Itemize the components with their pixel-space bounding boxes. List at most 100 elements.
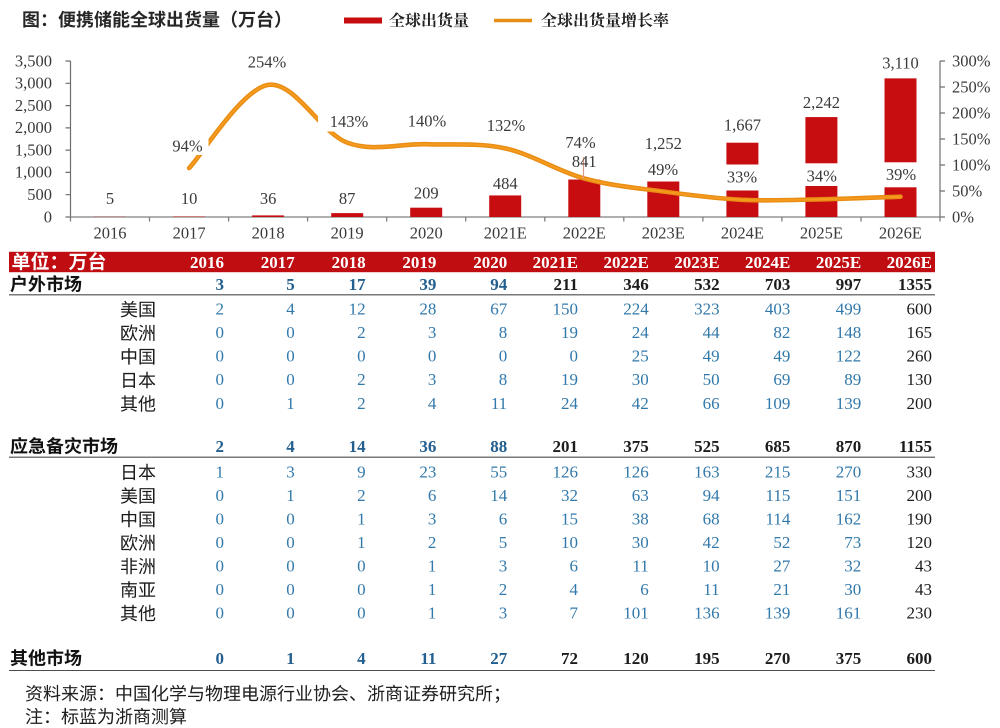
- svg-text:9: 9: [357, 462, 366, 481]
- svg-text:94: 94: [490, 275, 508, 294]
- svg-text:0%: 0%: [952, 207, 974, 226]
- svg-text:0: 0: [216, 533, 225, 552]
- svg-text:3: 3: [428, 370, 437, 389]
- svg-text:130: 130: [907, 370, 933, 389]
- svg-text:254%: 254%: [248, 53, 287, 72]
- svg-text:94: 94: [703, 486, 721, 505]
- svg-text:89: 89: [844, 370, 861, 389]
- svg-text:997: 997: [836, 275, 862, 294]
- svg-text:0: 0: [286, 533, 295, 552]
- svg-text:162: 162: [836, 509, 862, 528]
- svg-text:11: 11: [491, 394, 507, 413]
- svg-text:0: 0: [286, 370, 295, 389]
- svg-text:87: 87: [339, 189, 356, 208]
- svg-text:484: 484: [493, 174, 518, 193]
- svg-text:375: 375: [836, 649, 862, 668]
- svg-text:0: 0: [216, 580, 225, 599]
- svg-text:1: 1: [428, 603, 437, 622]
- svg-text:66: 66: [703, 394, 720, 413]
- svg-text:260: 260: [907, 347, 933, 366]
- svg-text:36: 36: [419, 437, 436, 456]
- svg-text:4: 4: [428, 394, 437, 413]
- svg-text:3,500: 3,500: [15, 51, 52, 70]
- svg-text:69: 69: [773, 370, 790, 389]
- svg-text:2021E: 2021E: [484, 223, 527, 242]
- svg-text:68: 68: [703, 509, 720, 528]
- svg-text:6: 6: [640, 580, 649, 599]
- svg-text:32: 32: [844, 556, 861, 575]
- svg-text:870: 870: [836, 437, 862, 456]
- svg-text:2: 2: [216, 437, 225, 456]
- svg-text:2: 2: [357, 370, 366, 389]
- svg-text:115: 115: [766, 486, 791, 505]
- svg-text:195: 195: [694, 649, 720, 668]
- svg-text:140%: 140%: [408, 112, 447, 131]
- svg-text:126: 126: [623, 462, 649, 481]
- svg-text:10: 10: [181, 189, 198, 208]
- svg-text:0: 0: [44, 207, 52, 226]
- svg-text:2022E: 2022E: [603, 253, 648, 272]
- svg-text:2020: 2020: [473, 253, 507, 272]
- svg-text:42: 42: [703, 533, 720, 552]
- svg-text:63: 63: [632, 486, 649, 505]
- svg-text:2020: 2020: [410, 223, 443, 242]
- svg-text:17: 17: [349, 275, 367, 294]
- svg-text:200: 200: [907, 394, 933, 413]
- svg-text:39%: 39%: [886, 165, 917, 184]
- svg-text:600: 600: [907, 299, 933, 318]
- svg-text:67: 67: [490, 299, 508, 318]
- svg-text:2016: 2016: [190, 253, 224, 272]
- svg-text:15: 15: [561, 509, 578, 528]
- svg-text:49%: 49%: [648, 160, 679, 179]
- svg-text:1,000: 1,000: [15, 163, 52, 182]
- svg-text:50%: 50%: [952, 181, 983, 200]
- svg-text:600: 600: [907, 649, 933, 668]
- svg-text:0: 0: [357, 603, 366, 622]
- svg-text:5: 5: [106, 189, 114, 208]
- svg-text:0: 0: [216, 509, 225, 528]
- svg-text:6: 6: [499, 509, 508, 528]
- svg-text:30: 30: [632, 533, 649, 552]
- svg-text:100%: 100%: [952, 155, 991, 174]
- svg-text:703: 703: [765, 275, 791, 294]
- svg-text:148: 148: [836, 323, 862, 342]
- svg-text:109: 109: [765, 394, 791, 413]
- svg-text:4: 4: [357, 649, 366, 668]
- svg-text:323: 323: [694, 299, 720, 318]
- svg-text:6: 6: [570, 556, 579, 575]
- svg-text:499: 499: [836, 299, 862, 318]
- svg-text:120: 120: [623, 649, 649, 668]
- svg-text:2: 2: [357, 486, 366, 505]
- svg-text:2,500: 2,500: [15, 96, 52, 115]
- svg-text:14: 14: [490, 486, 508, 505]
- svg-text:0: 0: [286, 347, 295, 366]
- svg-text:30: 30: [844, 580, 861, 599]
- svg-text:8: 8: [499, 370, 508, 389]
- svg-text:12: 12: [349, 299, 366, 318]
- svg-text:0: 0: [499, 347, 508, 366]
- svg-text:1: 1: [216, 462, 225, 481]
- svg-text:200: 200: [907, 486, 933, 505]
- svg-text:6: 6: [428, 486, 437, 505]
- svg-text:0: 0: [216, 649, 225, 668]
- svg-text:49: 49: [703, 347, 720, 366]
- svg-text:1355: 1355: [898, 275, 932, 294]
- svg-text:211: 211: [553, 275, 578, 294]
- svg-text:139: 139: [765, 603, 791, 622]
- svg-text:201: 201: [553, 437, 579, 456]
- svg-text:1,667: 1,667: [724, 116, 761, 135]
- svg-text:2,242: 2,242: [803, 93, 840, 112]
- svg-text:0: 0: [216, 556, 225, 575]
- svg-text:2021E: 2021E: [533, 253, 578, 272]
- svg-text:7: 7: [570, 603, 579, 622]
- svg-text:2: 2: [357, 323, 366, 342]
- svg-text:1,500: 1,500: [15, 140, 52, 159]
- svg-text:50: 50: [703, 370, 720, 389]
- svg-text:525: 525: [694, 437, 720, 456]
- svg-text:10: 10: [561, 533, 578, 552]
- svg-text:23: 23: [419, 462, 436, 481]
- svg-text:3: 3: [499, 603, 508, 622]
- svg-text:82: 82: [773, 323, 790, 342]
- svg-text:0: 0: [216, 486, 225, 505]
- svg-text:14: 14: [349, 437, 367, 456]
